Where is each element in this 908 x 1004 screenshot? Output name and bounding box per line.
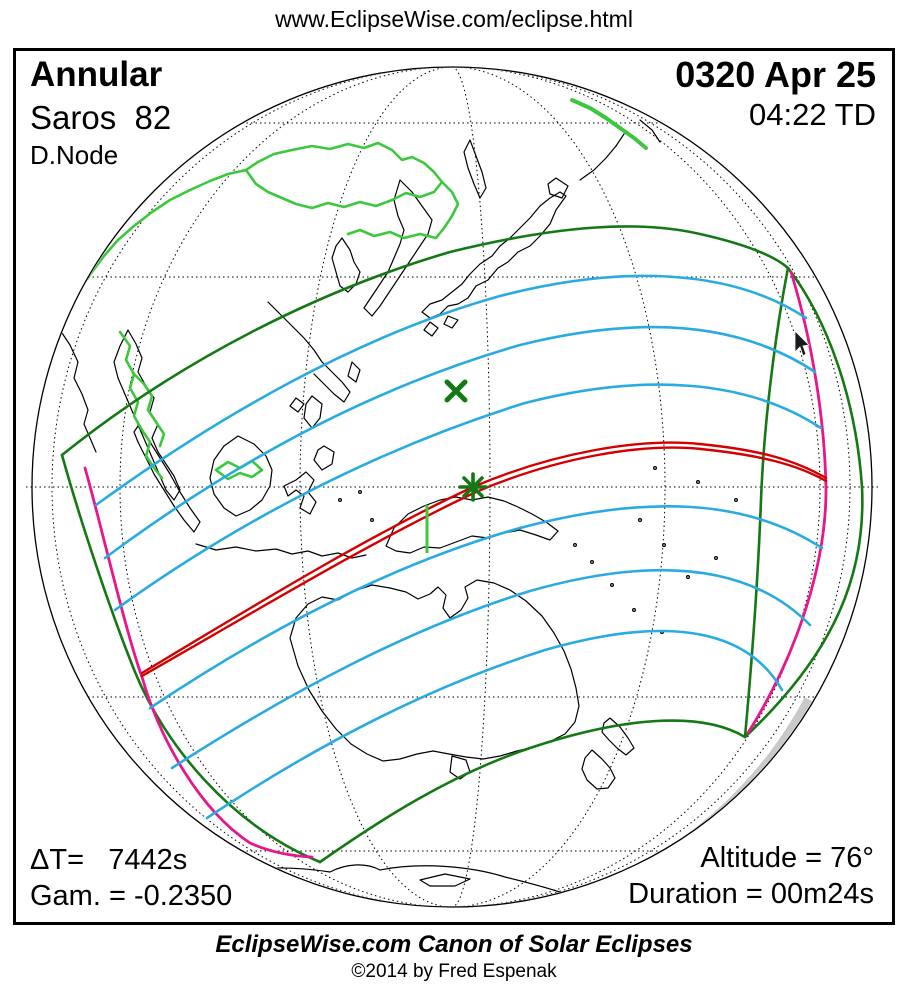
footer-copyright: ©2014 by Fred Espenak [351, 961, 557, 982]
border-malaysia-borneo [214, 459, 264, 481]
eastern-limit-inner [743, 266, 790, 739]
coastline-sakhalin [463, 139, 487, 199]
border-russia-limb [570, 98, 648, 150]
eclipse-time-label: 04:22 TD [749, 97, 876, 132]
magnitude-contour [103, 325, 817, 560]
southern-penumbral-limit [318, 719, 747, 864]
western-penumbral-limit [60, 453, 322, 864]
meridian [451, 68, 851, 906]
delta-t-label: ΔT= 7442s [30, 844, 188, 876]
coastline-sumatra [133, 425, 201, 533]
coastline-mindanao [313, 445, 335, 471]
node-label: D.Node [30, 140, 119, 170]
path-northern-limit [140, 441, 828, 675]
coastline-australia [289, 579, 580, 762]
magnitude-contour [113, 383, 823, 612]
coastline-japan [421, 191, 567, 319]
eclipse-date-label: 0320 Apr 25 [675, 54, 876, 95]
magnitude-contour [148, 504, 824, 710]
page-url-link[interactable]: www.EclipseWise.com/eclipse.html [275, 6, 633, 32]
path-southern-limit [140, 446, 828, 678]
coastline-korea [331, 237, 361, 293]
footer-title: EclipseWise.com Canon of Solar Eclipses [215, 931, 693, 958]
coastline-kyushu [423, 315, 459, 337]
magnitude-contour [205, 629, 784, 820]
coastline-kuril [579, 119, 661, 181]
penumbral-limits [60, 225, 864, 864]
coastline-china [267, 301, 351, 403]
country-borders [76, 98, 648, 481]
border-southeast-asia [118, 330, 164, 480]
meridian [299, 68, 453, 906]
graticule [26, 68, 878, 906]
altitude-label: Altitude = 76° [700, 842, 874, 874]
coastline-new-guinea [385, 496, 559, 554]
coastline-hainan [289, 397, 305, 413]
coastline-borneo [209, 435, 273, 517]
coastlines [59, 119, 738, 898]
sunset-curve-east [746, 270, 828, 735]
pacific-islands [338, 466, 738, 634]
eastern-limit-outer [743, 266, 864, 739]
greatest-eclipse-marker [458, 472, 488, 502]
coastline-taiwan [347, 361, 361, 383]
saros-label: Saros 82 [30, 99, 172, 136]
subsolar-point-marker [444, 379, 468, 403]
meridian [451, 68, 821, 906]
coastline-hokkaido [547, 177, 569, 199]
central-path [140, 441, 828, 678]
border-manchuria-korea [346, 180, 460, 240]
border-thailand [132, 372, 166, 448]
rise-set-curves [83, 270, 828, 859]
meridian [51, 68, 453, 906]
sunrise-curve-west [83, 466, 314, 859]
duration-label: Duration = 00m24s [628, 878, 874, 910]
mouse-cursor-icon [794, 330, 810, 357]
magnitude-contours [94, 274, 824, 820]
eclipse-type-label: Annular [30, 55, 163, 94]
border-russia-mongolia-china [76, 141, 444, 294]
coastline-antarctica-bump [419, 873, 471, 887]
northern-penumbral-limit [60, 225, 790, 457]
gamma-label: Gam. = -0.2350 [30, 880, 233, 912]
coastline-nz-south [581, 749, 616, 790]
magnitude-contour [94, 274, 808, 507]
magnitude-contour [170, 568, 812, 770]
coastline-sulawesi [283, 471, 317, 515]
